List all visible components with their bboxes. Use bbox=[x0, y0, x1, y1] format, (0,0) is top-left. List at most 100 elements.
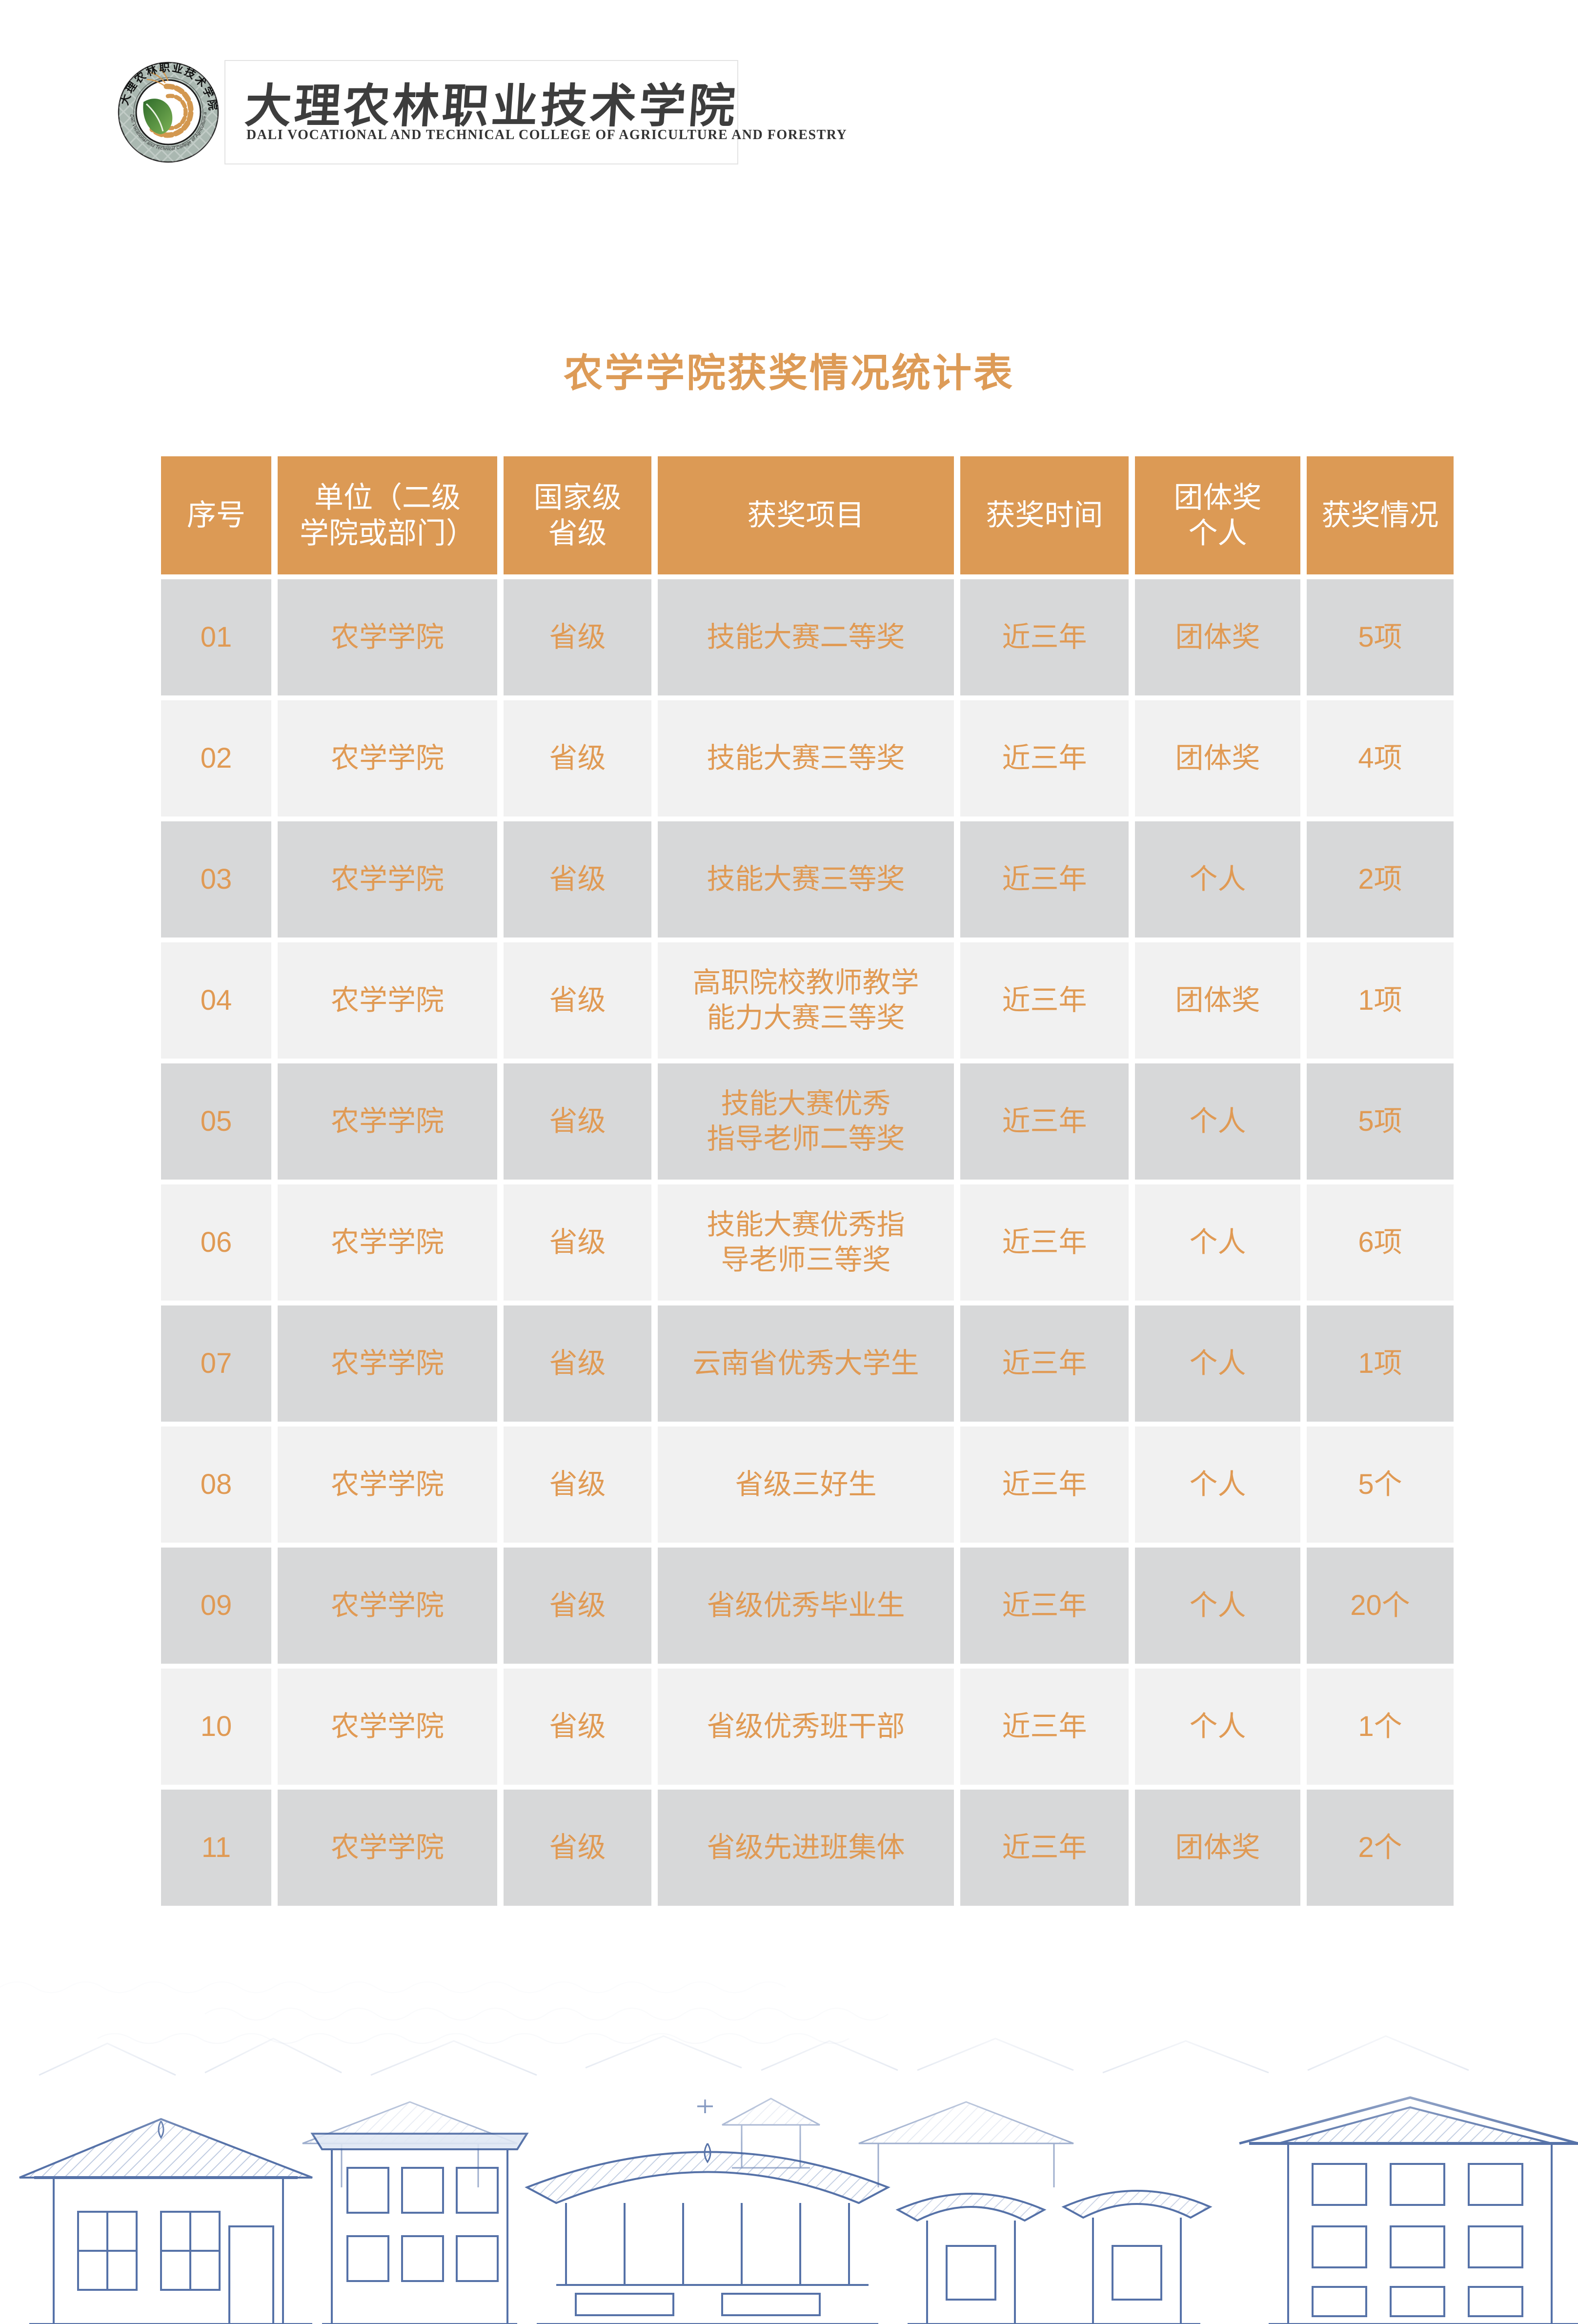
cell-count: 1项 bbox=[1307, 942, 1454, 1059]
cell-level: 省级 bbox=[504, 1184, 651, 1301]
cell-unit: 农学学院 bbox=[278, 1305, 497, 1422]
cell-unit: 农学学院 bbox=[278, 579, 497, 695]
table-row: 01 农学学院 省级 技能大赛二等奖 近三年 团体奖 5项 bbox=[161, 579, 1454, 695]
cell-unit: 农学学院 bbox=[278, 1184, 497, 1301]
header-cell-count: 获奖情况 bbox=[1307, 456, 1454, 574]
cell-time: 近三年 bbox=[960, 821, 1129, 938]
table-row: 09 农学学院 省级 省级优秀毕业生 近三年 个人 20个 bbox=[161, 1548, 1454, 1664]
cell-index: 02 bbox=[161, 700, 271, 816]
cell-index: 06 bbox=[161, 1184, 271, 1301]
table-row: 11 农学学院 省级 省级先进班集体 近三年 团体奖 2个 bbox=[161, 1790, 1454, 1906]
cell-unit: 农学学院 bbox=[278, 942, 497, 1059]
cell-count: 20个 bbox=[1307, 1548, 1454, 1664]
cell-level: 省级 bbox=[504, 700, 651, 816]
header-cell-index: 序号 bbox=[161, 456, 271, 574]
cell-award-type: 个人 bbox=[1135, 1427, 1300, 1543]
cell-time: 近三年 bbox=[960, 1427, 1129, 1543]
cell-index: 10 bbox=[161, 1669, 271, 1785]
cell-count: 1个 bbox=[1307, 1669, 1454, 1785]
cell-award-type: 个人 bbox=[1135, 1184, 1300, 1301]
cell-count: 6项 bbox=[1307, 1184, 1454, 1301]
table-row: 05 农学学院 省级 技能大赛优秀 指导老师二等奖 近三年 个人 5项 bbox=[161, 1063, 1454, 1180]
cell-index: 03 bbox=[161, 821, 271, 938]
cell-award-type: 团体奖 bbox=[1135, 579, 1300, 695]
cell-level: 省级 bbox=[504, 1063, 651, 1180]
cell-unit: 农学学院 bbox=[278, 821, 497, 938]
awards-table-body: 01 农学学院 省级 技能大赛二等奖 近三年 团体奖 5项 02 农学学院 省级 技能大赛三等奖 近三… bbox=[161, 579, 1454, 1906]
cell-level: 省级 bbox=[504, 1669, 651, 1785]
cell-level: 省级 bbox=[504, 1427, 651, 1543]
brand-text: 大理农林职业技术学院 DALI VOCATIONAL AND TECHNICAL… bbox=[242, 60, 848, 164]
header-cell-award-type: 团体奖 个人 bbox=[1135, 456, 1300, 574]
cell-project: 技能大赛优秀指 导老师三等奖 bbox=[658, 1184, 954, 1301]
page-title: 农学学院获奖情况统计表 bbox=[564, 351, 1014, 395]
header-cell-project: 获奖项目 bbox=[658, 456, 954, 574]
header-cell-time: 获奖时间 bbox=[960, 456, 1129, 574]
cell-index: 09 bbox=[161, 1548, 271, 1664]
cell-award-type: 个人 bbox=[1135, 821, 1300, 938]
cell-time: 近三年 bbox=[960, 1305, 1129, 1422]
cell-index: 04 bbox=[161, 942, 271, 1059]
cell-time: 近三年 bbox=[960, 1184, 1129, 1301]
cell-count: 5项 bbox=[1307, 579, 1454, 695]
cell-time: 近三年 bbox=[960, 1790, 1129, 1906]
table-row: 04 农学学院 省级 高职院校教师教学 能力大赛三等奖 近三年 团体奖 1项 bbox=[161, 942, 1454, 1059]
cell-project: 省级优秀班干部 bbox=[658, 1669, 954, 1785]
cell-award-type: 个人 bbox=[1135, 1305, 1300, 1422]
college-name-en: DALI VOCATIONAL AND TECHNICAL COLLEGE OF… bbox=[246, 127, 848, 143]
cell-unit: 农学学院 bbox=[278, 1063, 497, 1180]
cell-project: 云南省优秀大学生 bbox=[658, 1305, 954, 1422]
cell-award-type: 团体奖 bbox=[1135, 1790, 1300, 1906]
cell-count: 2个 bbox=[1307, 1790, 1454, 1906]
table-row: 08 农学学院 省级 省级三好生 近三年 个人 5个 bbox=[161, 1427, 1454, 1543]
cell-level: 省级 bbox=[504, 579, 651, 695]
cell-level: 省级 bbox=[504, 1790, 651, 1906]
header-cell-level: 国家级 省级 bbox=[504, 456, 651, 574]
cell-index: 07 bbox=[161, 1305, 271, 1422]
cell-project: 技能大赛优秀 指导老师二等奖 bbox=[658, 1063, 954, 1180]
cell-time: 近三年 bbox=[960, 1669, 1129, 1785]
cell-award-type: 个人 bbox=[1135, 1669, 1300, 1785]
awards-table: 序号 单位（二级 学院或部门） 国家级 省级 获奖项目 获奖时间 团体奖 个人 获奖情况 0… bbox=[161, 456, 1454, 1911]
cell-unit: 农学学院 bbox=[278, 700, 497, 816]
cell-project: 省级先进班集体 bbox=[658, 1790, 954, 1906]
cell-time: 近三年 bbox=[960, 1548, 1129, 1664]
cell-level: 省级 bbox=[504, 1548, 651, 1664]
header-cell-unit: 单位（二级 学院或部门） bbox=[278, 456, 497, 574]
cell-award-type: 个人 bbox=[1135, 1063, 1300, 1180]
cell-project: 技能大赛二等奖 bbox=[658, 579, 954, 695]
brand-card bbox=[224, 60, 738, 164]
cell-level: 省级 bbox=[504, 1305, 651, 1422]
college-name-zh: 大理农林职业技术学院 bbox=[243, 81, 740, 132]
cell-index: 01 bbox=[161, 579, 271, 695]
cell-project: 技能大赛三等奖 bbox=[658, 821, 954, 938]
cell-count: 2项 bbox=[1307, 821, 1454, 938]
cell-project: 省级优秀毕业生 bbox=[658, 1548, 954, 1664]
cell-project: 高职院校教师教学 能力大赛三等奖 bbox=[658, 942, 954, 1059]
cell-time: 近三年 bbox=[960, 700, 1129, 816]
cell-time: 近三年 bbox=[960, 942, 1129, 1059]
table-row: 02 农学学院 省级 技能大赛三等奖 近三年 团体奖 4项 bbox=[161, 700, 1454, 816]
college-emblem-icon: 大理农林职业技术学院 Dali Vocational and Technical… bbox=[117, 61, 219, 163]
cell-unit: 农学学院 bbox=[278, 1790, 497, 1906]
cell-award-type: 团体奖 bbox=[1135, 700, 1300, 816]
table-row: 03 农学学院 省级 技能大赛三等奖 近三年 个人 2项 bbox=[161, 821, 1454, 938]
cell-project: 技能大赛三等奖 bbox=[658, 700, 954, 816]
cell-count: 1项 bbox=[1307, 1305, 1454, 1422]
cell-project: 省级三好生 bbox=[658, 1427, 954, 1543]
cell-award-type: 个人 bbox=[1135, 1548, 1300, 1664]
cell-unit: 农学学院 bbox=[278, 1427, 497, 1543]
cell-count: 4项 bbox=[1307, 700, 1454, 816]
cell-unit: 农学学院 bbox=[278, 1548, 497, 1664]
cell-level: 省级 bbox=[504, 942, 651, 1059]
cell-index: 08 bbox=[161, 1427, 271, 1543]
table-header-row: 序号 单位（二级 学院或部门） 国家级 省级 获奖项目 获奖时间 团体奖 个人 获奖情况 bbox=[161, 456, 1454, 574]
cell-level: 省级 bbox=[504, 821, 651, 938]
cell-index: 11 bbox=[161, 1790, 271, 1906]
old-town-sketch bbox=[0, 1914, 1578, 2324]
cell-index: 05 bbox=[161, 1063, 271, 1180]
table-row: 07 农学学院 省级 云南省优秀大学生 近三年 个人 1项 bbox=[161, 1305, 1454, 1422]
table-row: 06 农学学院 省级 技能大赛优秀指 导老师三等奖 近三年 个人 6项 bbox=[161, 1184, 1454, 1301]
cell-count: 5项 bbox=[1307, 1063, 1454, 1180]
cell-unit: 农学学院 bbox=[278, 1669, 497, 1785]
